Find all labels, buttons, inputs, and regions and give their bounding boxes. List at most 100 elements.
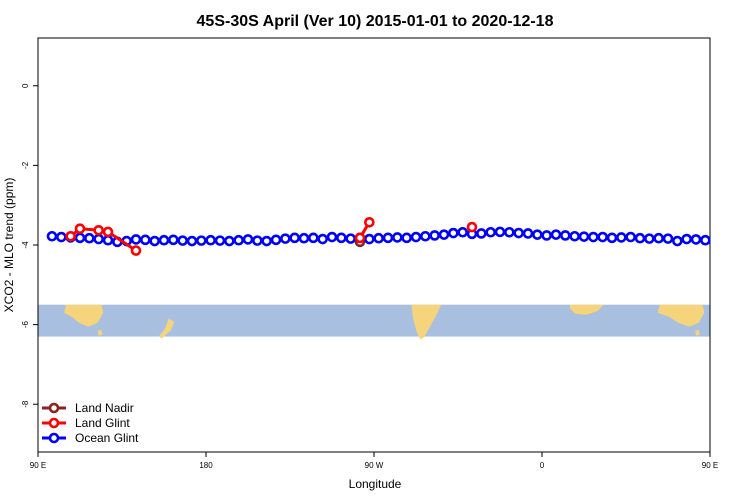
legend-ocean-glint-marker [48,432,60,444]
australia-land [64,304,104,327]
ocean-glint-point [690,234,702,245]
ocean-glint-point [662,233,674,244]
land-glint-point [130,245,142,256]
y-axis: 0 -2 -4 -6 -8 [21,83,38,408]
land-glint-point [354,232,366,244]
ocean-glint-point [298,232,310,244]
land-glint-point [65,230,76,242]
chart-title: 45S-30S April (Ver 10) 2015-01-01 to 202… [197,13,554,30]
ocean-glint-point [494,226,506,238]
ocean-glint-point [457,226,468,238]
ocean-glint-point [522,228,534,239]
legend-land-glint-label: Land Glint [75,416,130,430]
ocean-glint-point [597,231,608,243]
ocean-glint-point [364,233,375,245]
ocean-glint-point [588,231,599,243]
new-zealand-land [159,318,175,339]
legend-land-glint-marker [48,417,60,429]
legend-ocean-glint-label: Ocean Glint [75,431,139,445]
ocean-glint-point [84,232,95,244]
ocean-glint-point [578,231,590,242]
ocean-glint-point [242,234,254,245]
ocean-glint-point [196,235,207,246]
y-tick-label: -6 [21,321,30,329]
plot-frame [37,37,711,453]
x-axis: 90 E 180 90 W 0 90 E [30,452,718,470]
tasmania-land [97,329,103,336]
land-glint-point [364,217,375,228]
tasmania-land-repeat [695,329,700,336]
ocean-glint-point [308,232,319,244]
ocean-glint-point [634,232,646,244]
ocean-glint-point [513,227,524,239]
ocean-glint-point [214,235,226,246]
ocean-glint-point [401,232,412,244]
ocean-glint-point [149,235,160,247]
ocean-glint-point [550,229,562,240]
ocean-glint-point [158,234,170,246]
y-tick-label: 0 [21,83,30,88]
ocean-glint-point [46,230,58,242]
ocean-glint-point [476,228,487,239]
australia-land-repeat [657,304,705,327]
ocean-glint-point [56,231,67,243]
ocean-glint-point [93,233,104,245]
south-america-land [411,304,442,340]
land-glint-point [466,221,478,233]
x-tick-label: 90 E [702,461,718,470]
y-tick-label: -8 [21,400,30,408]
ocean-glint-point [644,233,655,244]
ocean-glint-point [205,234,216,246]
ocean-glint-point [326,231,338,243]
ocean-glint-point [625,231,636,243]
ocean-glint-point [382,232,394,244]
ocean-glint-point [102,234,114,246]
ocean-glint-point [317,233,328,245]
ocean-glint-point [224,235,235,247]
ocean-glint-point [270,234,282,246]
legend-land-nadir-label: Land Nadir [75,401,134,415]
ocean-glint-point [233,234,244,246]
ocean-glint-point [168,234,179,246]
land-glint-point [93,224,104,236]
ocean-glint-point [541,230,552,241]
series-layer [46,217,711,256]
ocean-glint-point [569,230,580,242]
ocean-glint-point [392,232,403,243]
ocean-glint-point [672,235,683,247]
ocean-glint-point [485,226,496,238]
ocean-glint-point [681,233,692,245]
y-tick-label: -4 [21,241,30,249]
ocean-glint-point [261,235,272,247]
ocean-glint-point [429,230,440,241]
y-axis-label: XCO2 - MLO trend (ppm) [2,178,16,313]
land-glint-point [74,223,86,234]
ocean-glint-point [448,227,459,239]
ocean-glint-point [289,232,300,244]
ocean-glint-point [186,235,198,247]
ocean-band [38,304,710,337]
south-africa-land [570,304,604,315]
ocean-glint-point [252,235,263,246]
x-tick-label: 90 W [365,461,384,470]
ocean-glint-point [532,229,543,240]
x-tick-label: 90 E [30,461,46,470]
ocean-glint-point [616,232,627,243]
ocean-glint-point [345,233,356,244]
ocean-glint-point [700,234,711,246]
ocean-glint-point [653,232,664,244]
legend-land-nadir-marker [48,402,60,414]
ocean-glint-point [410,231,422,243]
ocean-glint-point [373,232,384,244]
y-tick-label: -2 [21,161,30,169]
x-tick-label: 0 [540,461,545,470]
ocean-glint-point [420,230,431,242]
world-map-band [38,304,710,340]
ocean-glint-point [336,232,347,244]
ocean-glint-point [280,233,291,244]
ocean-glint-point [438,229,450,240]
x-tick-label: 180 [199,461,213,470]
x-axis-label: Longitude [349,477,402,491]
